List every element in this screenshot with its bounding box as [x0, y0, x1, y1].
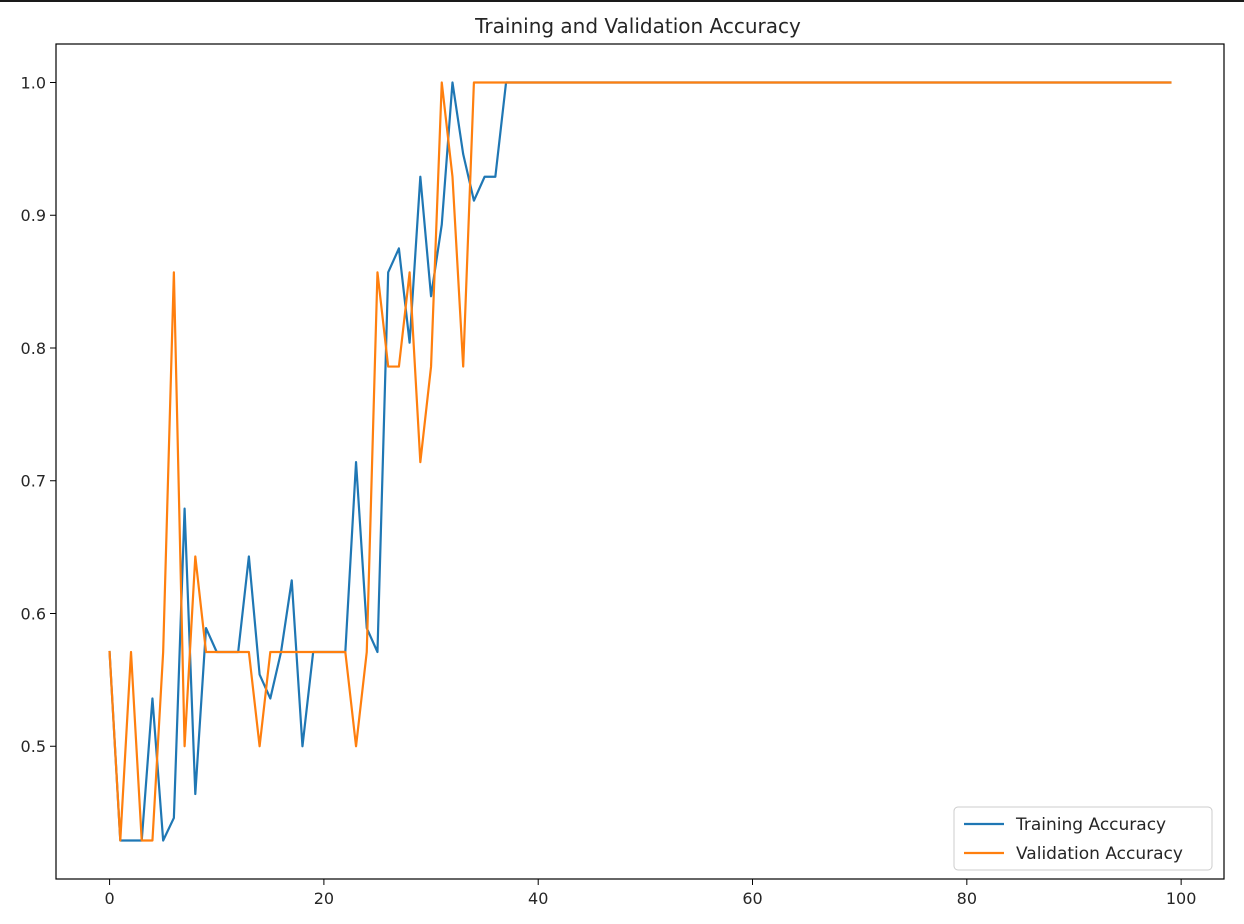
- y-tick-label: 0.9: [21, 206, 46, 225]
- legend-box: [953, 806, 1213, 871]
- chart-title: Training and Validation Accuracy: [474, 14, 801, 38]
- x-tick-label: 100: [1166, 889, 1197, 908]
- legend-label: Validation Accuracy: [1016, 844, 1183, 864]
- y-tick-label: 0.8: [21, 339, 46, 358]
- series-layer: [108, 81, 1172, 842]
- y-tick-label: 0.6: [21, 604, 46, 623]
- series-line-validation: [108, 81, 1172, 842]
- y-tick-label: 1.0: [21, 73, 46, 92]
- x-tick-label: 80: [957, 889, 977, 908]
- plot-area-frame: [55, 43, 1225, 880]
- legend: Training Accuracy Validation Accuracy: [953, 806, 1213, 871]
- series-line-training: [108, 81, 1172, 842]
- x-tick-label: 0: [104, 889, 114, 908]
- axis-ticks: 0 20 40 60 80 100 0.5 0.6 0.7 0.8 0.9 1.0: [21, 73, 1197, 908]
- top-border-line: [0, 0, 1244, 2]
- y-tick-label: 0.7: [21, 472, 46, 491]
- y-tick-label: 0.5: [21, 737, 46, 756]
- x-tick-label: 60: [742, 889, 762, 908]
- x-tick-label: 20: [314, 889, 334, 908]
- legend-label: Training Accuracy: [1015, 815, 1166, 835]
- x-tick-label: 40: [528, 889, 548, 908]
